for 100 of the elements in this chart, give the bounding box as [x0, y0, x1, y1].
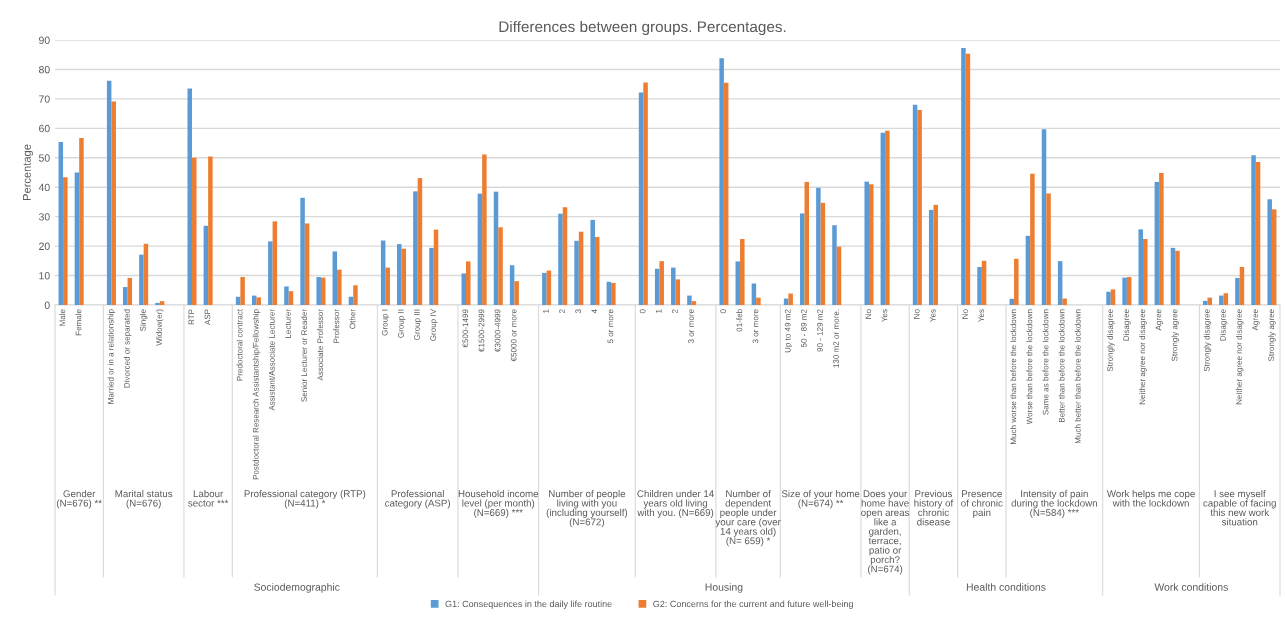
x-tick-label: Strongly disagree — [1107, 309, 1115, 372]
bar — [268, 241, 273, 305]
x-tick-label: ASP — [204, 309, 211, 326]
bar — [337, 269, 342, 305]
x-tick-label: Strongly agree — [1268, 309, 1276, 362]
bar — [1267, 199, 1272, 305]
bar — [611, 282, 616, 305]
bar — [719, 58, 724, 305]
bar — [1142, 239, 1148, 305]
text: Size of your home (N=674) ** — [781, 490, 860, 509]
bar — [558, 213, 563, 305]
bar — [397, 244, 402, 305]
bar — [514, 281, 519, 305]
x-tick-label: 130 m2 or more. — [833, 309, 839, 368]
bar — [1223, 293, 1229, 305]
x-tick-label: Worse than before the lockdown — [1026, 309, 1033, 425]
text: I see myself capable of facing this new work situation — [1203, 490, 1276, 526]
y-axis-title: Percentage — [23, 144, 33, 200]
bar — [284, 286, 289, 305]
x-tick-label: 0 — [720, 309, 727, 314]
text: Children under 14 years old living with you. (N=669) — [637, 490, 714, 518]
x-tick-label: 01-feb — [736, 309, 743, 332]
x-tick-label: €500-1499 — [462, 309, 469, 348]
bar — [1159, 173, 1164, 305]
bar — [1207, 297, 1212, 305]
bar — [482, 154, 487, 305]
bar — [1251, 155, 1256, 305]
bar — [187, 88, 193, 305]
x-tick-label: Group III — [414, 309, 422, 340]
y-tick-label: 30 — [38, 213, 50, 221]
x-tick-label: Neither agree nor disagree — [1139, 309, 1147, 405]
x-tick-label: Group II — [398, 309, 406, 338]
x-tick-label: 1 — [543, 309, 549, 313]
bar — [192, 157, 197, 305]
bar — [1138, 229, 1143, 305]
legend-label: G2: Concerns for the current and future well-being — [653, 600, 853, 609]
bar — [816, 187, 821, 305]
bar — [79, 138, 84, 305]
bar — [756, 297, 761, 305]
y-tick-label: 80 — [39, 65, 50, 74]
bar — [208, 156, 213, 305]
bar — [574, 240, 579, 305]
x-tick-label: Widow(er) — [156, 309, 164, 346]
text: Labour sector *** — [188, 490, 229, 507]
x-tick-label: €1500-2999 — [478, 309, 485, 352]
x-tick-label: 3 or more — [688, 309, 694, 344]
x-tick-label: Disagree — [1123, 309, 1131, 341]
x-tick-label: 4 — [591, 309, 598, 314]
bar — [316, 277, 321, 305]
x-tick-label: Disagree — [1219, 309, 1228, 341]
x-tick-label: Assistant/Associate Lecturer — [268, 309, 275, 411]
text: Work helps me cope with the lockdown — [1106, 490, 1195, 507]
bar — [542, 272, 547, 305]
x-tick-label: Much worse than before the lockdown — [1010, 309, 1017, 445]
x-tick-label: Better than before the lockdown — [1058, 309, 1065, 423]
bar — [429, 247, 434, 305]
x-tick-label: Up to 49 m2 — [784, 309, 793, 353]
x-tick-label: 3 — [575, 309, 582, 314]
x-tick-label: Neither agree nor disagree — [1235, 309, 1244, 405]
y-tick-label: 50 — [38, 154, 50, 162]
text: Professional category (ASP) — [385, 490, 451, 509]
bar — [466, 261, 471, 305]
bar — [687, 295, 692, 305]
bar — [63, 177, 68, 305]
text: Health conditions — [966, 583, 1046, 591]
bar — [788, 293, 793, 305]
x-tick-label: Group I — [381, 309, 390, 336]
x-tick-label: Strongly disagree — [1203, 309, 1212, 372]
bar — [1030, 173, 1035, 305]
x-tick-label: Single — [139, 309, 148, 332]
chart-title: Differences between groups. Percentages. — [499, 20, 786, 36]
x-tick-label: Group IV — [430, 309, 438, 341]
x-tick-label: Lecturer — [285, 309, 291, 338]
text: Intensity of pain during the lockdown (N=584) *** — [1011, 490, 1097, 518]
x-tick-label: 5 or more — [607, 309, 614, 344]
x-tick-label: 90 - 129 m2 — [817, 309, 823, 352]
bar — [1046, 193, 1051, 305]
text: Household income level (per month) (N=669) *** — [458, 490, 539, 518]
bar — [961, 47, 966, 305]
x-tick-label: Married or in a relationship — [107, 309, 116, 404]
legend-label: G1: Consequences in the daily life routine — [445, 600, 612, 609]
bar — [111, 101, 116, 305]
bar — [675, 279, 681, 305]
x-tick-label: 2 — [559, 309, 565, 314]
bar — [1122, 277, 1127, 305]
text: Marital status (N=676) — [115, 490, 173, 509]
bar — [240, 277, 245, 305]
x-tick-label: No — [913, 309, 920, 319]
bar — [155, 302, 160, 305]
bar — [288, 291, 294, 305]
x-tick-label: €5000 or more — [510, 309, 517, 362]
bar — [1235, 277, 1240, 305]
bar — [864, 181, 869, 305]
bar — [799, 213, 805, 305]
bar — [1110, 289, 1116, 305]
x-tick-label: 2 — [672, 309, 678, 314]
x-tick-label: Senior Lecturer or Reader — [301, 309, 307, 402]
x-tick-label: 1 — [655, 309, 662, 313]
bar — [977, 267, 982, 305]
bar — [1219, 295, 1224, 305]
